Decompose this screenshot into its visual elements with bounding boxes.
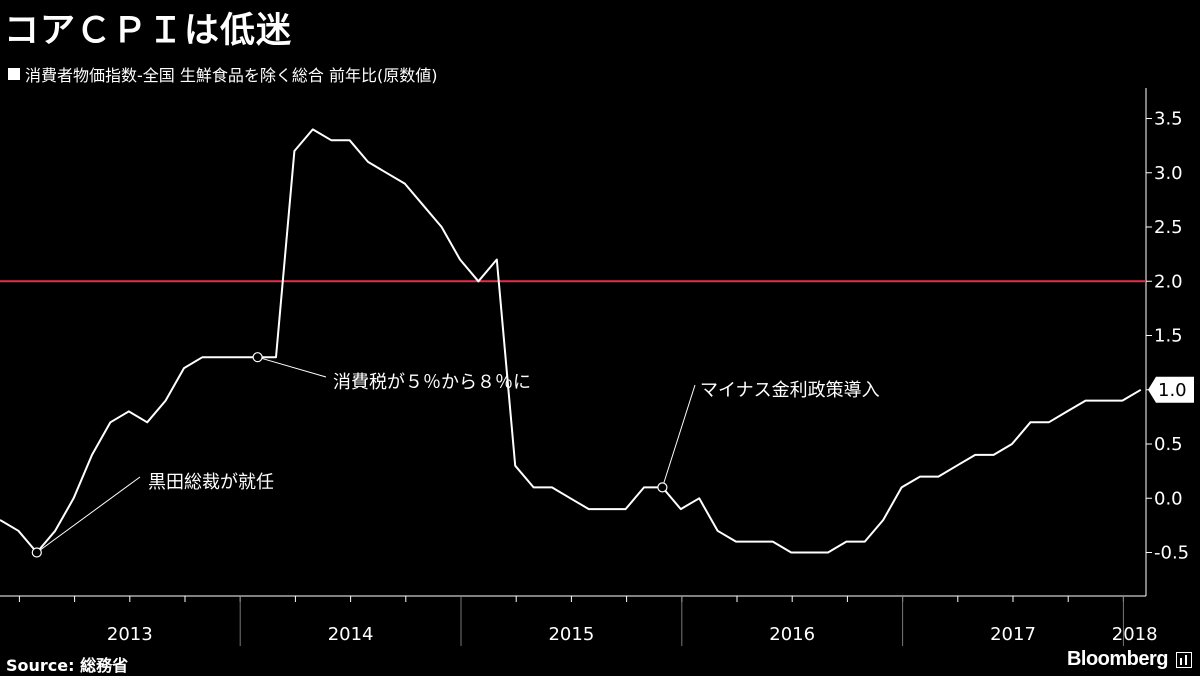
y-tick-label: 3.0 [1154,163,1183,184]
annotation-leader [661,384,696,488]
year-label: 2016 [769,624,815,645]
last-value-label: 1.0 [1158,380,1187,401]
source-note: Source: 総務省 [6,656,129,675]
chart-subtitle: 消費者物価指数-全国 生鮮食品を除く総合 前年比(原数値) [8,62,437,86]
legend-square-icon [8,68,20,80]
bloomberg-logo: Bloomberg [1067,648,1192,671]
annotation-point-marker [31,547,42,558]
annotation-label: 黒田総裁が就任 [148,472,274,493]
y-tick-label: 3.5 [1154,109,1183,130]
y-tick-label: 2.0 [1154,271,1183,292]
bloomberg-terminal-icon [1176,651,1192,668]
annotation-leader [257,356,327,378]
year-label: 2018 [1112,624,1158,645]
y-tick-label: -0.5 [1154,543,1189,564]
brand-name: Bloomberg [1066,648,1169,670]
annotation-leader [36,476,141,553]
year-label: 2015 [548,624,594,645]
y-tick-label: 0.0 [1154,488,1183,509]
annotation-label: マイナス金利政策導入 [700,380,880,401]
annotation-label: 消費税が５％から８％に [333,372,531,393]
annotation-point-marker [252,352,263,363]
year-label: 2013 [107,624,153,645]
y-tick-label: 0.5 [1154,434,1183,455]
y-tick-label: 1.5 [1154,326,1183,347]
year-label: 2014 [328,624,374,645]
last-value-marker [1148,376,1194,403]
y-tick-label: 2.5 [1154,217,1183,238]
year-label: 2017 [990,624,1036,645]
chart-title: コアＣＰＩは低迷 [4,11,293,51]
cpi-series-line [0,128,1142,554]
subtitle-text: 消費者物価指数-全国 生鮮食品を除く総合 前年比(原数値) [25,66,438,85]
annotation-point-marker [657,482,668,493]
